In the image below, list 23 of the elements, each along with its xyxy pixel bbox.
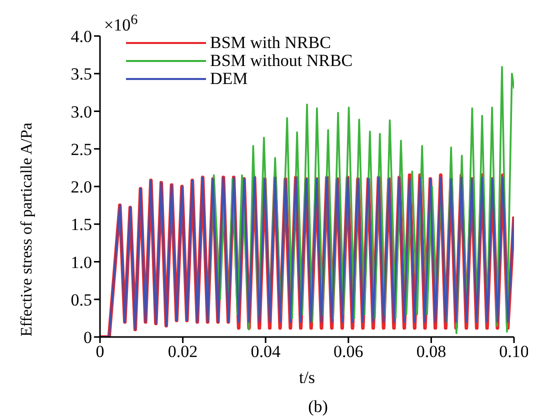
y-tick-label: 3.0 (70, 102, 92, 122)
x-tick-label: 0.06 (334, 342, 364, 362)
y-tick-label: 1.5 (70, 215, 92, 234)
legend-label: BSM with NRBC (210, 33, 331, 52)
text: ×10$^{6}$ (104, 12, 138, 36)
x-axis-title: t/s (298, 368, 316, 387)
y-tick-label: 2.5 (70, 140, 92, 159)
y-tick-label: 0.5 (70, 290, 92, 310)
x-tick-label: 0 (96, 342, 104, 362)
legend-label: BSM without NRBC (210, 51, 353, 70)
x-tick-label: 0.02 (168, 342, 198, 362)
y-tick-label: 2.0 (70, 178, 92, 197)
text: (b) (307, 397, 329, 417)
y-axis-title: Effective stress of particalle A/Pa (18, 122, 36, 336)
y-tick-label: 0 (84, 328, 92, 348)
line-series (206, 66, 514, 334)
legend-label: DEM (210, 69, 248, 88)
y-tick-label: 3.5 (70, 64, 92, 84)
x-tick-label: 0.04 (250, 342, 281, 362)
x-tick-label: 0.10 (499, 342, 529, 362)
y-tick-label: 4.0 (70, 27, 92, 46)
y-tick-label: 1.0 (70, 252, 92, 272)
x-tick-label: 0.08 (416, 342, 446, 362)
